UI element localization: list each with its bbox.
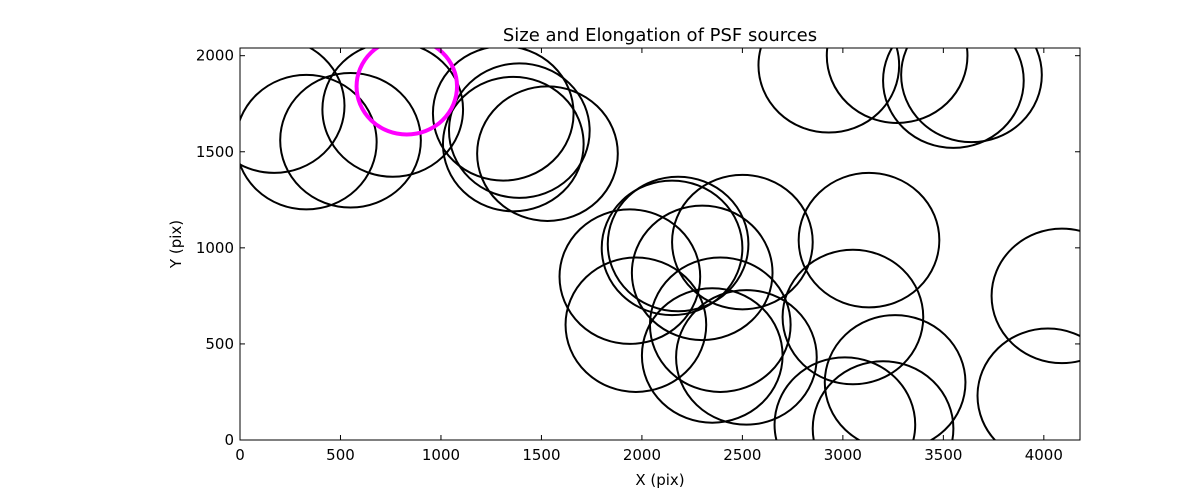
- psf-source-circle: [900, 48, 1043, 144]
- psf-source-circle: [781, 248, 925, 386]
- x-tick-label: 2000: [623, 446, 661, 464]
- x-tick-label: 1000: [422, 446, 460, 464]
- psf-source-circle: [990, 227, 1080, 365]
- psf-source-circle: [882, 48, 1025, 149]
- psf-source-circle: [976, 327, 1080, 440]
- psf-source-circle: [811, 360, 955, 440]
- x-axis-label: X (pix): [635, 471, 684, 489]
- plot-frame: [239, 47, 1081, 441]
- source-markers: [240, 48, 1080, 440]
- y-tick-label: 1000: [196, 239, 234, 257]
- x-tick-label: 3500: [924, 446, 962, 464]
- y-axis-label: Y (pix): [167, 220, 185, 269]
- psf-source-circle: [675, 289, 818, 426]
- x-tick-label: 3000: [824, 446, 862, 464]
- psf-source-circle-highlighted: [354, 48, 460, 137]
- psf-source-circle: [671, 173, 814, 311]
- psf-source-circle: [558, 208, 702, 345]
- psf-source-circle: [476, 85, 619, 222]
- x-tick-label: 0: [235, 446, 245, 464]
- x-axis: 0 500 1000 1500 2000 2500 3000 3500 4000: [235, 48, 1063, 464]
- psf-source-circle: [640, 287, 784, 424]
- psf-source-circle: [825, 48, 969, 124]
- x-tick-label: 4000: [1025, 446, 1063, 464]
- x-tick-label: 500: [326, 446, 355, 464]
- psf-source-circle: [441, 75, 585, 213]
- psf-source-circle: [600, 179, 744, 317]
- psf-source-circle: [564, 256, 708, 393]
- x-tick-label: 1500: [522, 446, 560, 464]
- psf-source-circle: [240, 48, 346, 174]
- psf-source-circle: [757, 48, 901, 134]
- x-tick-label: 2500: [723, 446, 761, 464]
- psf-source-circle: [321, 48, 465, 178]
- psf-source-circle: [823, 314, 967, 440]
- psf-source-circle: [447, 62, 591, 199]
- y-tick-label: 2000: [196, 47, 234, 65]
- psf-source-circle: [431, 48, 575, 182]
- psf-source-circle: [630, 204, 774, 342]
- psf-source-circle: [279, 71, 422, 209]
- psf-source-circle: [797, 171, 941, 309]
- chart-title: Size and Elongation of PSF sources: [503, 25, 817, 46]
- y-tick-label: 0: [224, 431, 234, 449]
- y-axis: 0 500 1000 1500 2000: [196, 47, 1080, 449]
- psf-source-circle: [648, 256, 792, 393]
- y-tick-label: 1500: [196, 143, 234, 161]
- psf-source-circle: [773, 356, 917, 440]
- psf-source-circle: [606, 175, 750, 313]
- y-tick-label: 500: [205, 335, 234, 353]
- psf-source-circle: [240, 73, 378, 211]
